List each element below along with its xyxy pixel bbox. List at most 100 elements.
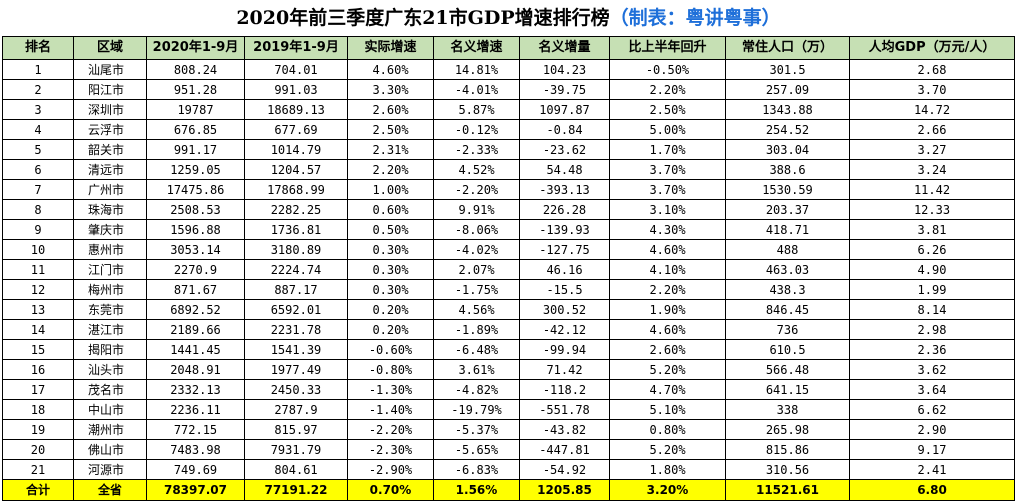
total-region: 全省 (73, 479, 147, 501)
total-nominal-growth: 1.56% (433, 479, 520, 501)
cell-real-growth: 0.30% (347, 279, 434, 300)
header-gdp-per-capita: 人均GDP（万元/人） (849, 36, 1015, 60)
cell-population: 310.56 (725, 459, 850, 480)
table-row: 14 湛江市 2189.66 2231.78 0.20% -1.89% -42.12 4.60… (2, 319, 1015, 340)
cell-rank: 7 (2, 179, 74, 200)
cell-real-growth: -2.30% (347, 439, 434, 460)
cell-nominal-growth: -1.75% (433, 279, 520, 300)
cell-gdp-2020: 749.69 (146, 459, 245, 480)
cell-nominal-increment: -42.12 (519, 319, 610, 340)
cell-rebound: 1.80% (609, 459, 726, 480)
cell-real-growth: -2.90% (347, 459, 434, 480)
cell-region: 汕尾市 (73, 59, 147, 80)
cell-gdp-2019: 804.61 (244, 459, 348, 480)
cell-nominal-increment: -127.75 (519, 239, 610, 260)
cell-region: 深圳市 (73, 99, 147, 120)
cell-gdp-per-capita: 2.90 (849, 419, 1015, 440)
cell-gdp-2019: 1204.57 (244, 159, 348, 180)
total-gdp-2019: 77191.22 (244, 479, 348, 501)
cell-nominal-growth: 5.87% (433, 99, 520, 120)
cell-population: 438.3 (725, 279, 850, 300)
cell-gdp-per-capita: 11.42 (849, 179, 1015, 200)
cell-gdp-2019: 2787.9 (244, 399, 348, 420)
cell-gdp-per-capita: 8.14 (849, 299, 1015, 320)
cell-rebound: 4.60% (609, 239, 726, 260)
cell-population: 463.03 (725, 259, 850, 280)
cell-rank: 21 (2, 459, 74, 480)
cell-gdp-2019: 2282.25 (244, 199, 348, 220)
cell-region: 江门市 (73, 259, 147, 280)
cell-rank: 16 (2, 359, 74, 380)
cell-real-growth: 0.60% (347, 199, 434, 220)
cell-rank: 8 (2, 199, 74, 220)
cell-nominal-increment: -393.13 (519, 179, 610, 200)
header-gdp-2020: 2020年1-9月 (146, 36, 245, 60)
gdp-ranking-table: 排名 区域 2020年1-9月 2019年1-9月 实际增速 名义增速 名义增量… (2, 36, 1015, 501)
cell-gdp-per-capita: 6.26 (849, 239, 1015, 260)
cell-rank: 12 (2, 279, 74, 300)
cell-gdp-2020: 2332.13 (146, 379, 245, 400)
table-row: 12 梅州市 871.67 887.17 0.30% -1.75% -15.5 2.20% 43… (2, 279, 1015, 300)
cell-population: 610.5 (725, 339, 850, 360)
table-row: 13 东莞市 6892.52 6592.01 0.20% 4.56% 300.52 1.90%… (2, 299, 1015, 320)
cell-nominal-increment: 46.16 (519, 259, 610, 280)
cell-rebound: 2.50% (609, 99, 726, 120)
cell-nominal-growth: 3.61% (433, 359, 520, 380)
cell-gdp-2019: 887.17 (244, 279, 348, 300)
cell-nominal-growth: 9.91% (433, 199, 520, 220)
cell-real-growth: -2.20% (347, 419, 434, 440)
cell-nominal-increment: 71.42 (519, 359, 610, 380)
cell-real-growth: 0.20% (347, 319, 434, 340)
cell-rebound: 5.10% (609, 399, 726, 420)
cell-rank: 13 (2, 299, 74, 320)
table-row: 4 云浮市 676.85 677.69 2.50% -0.12% -0.84 5.00% 254… (2, 119, 1015, 140)
header-region: 区域 (73, 36, 147, 60)
cell-rebound: 4.70% (609, 379, 726, 400)
cell-gdp-per-capita: 6.62 (849, 399, 1015, 420)
cell-gdp-per-capita: 9.17 (849, 439, 1015, 460)
cell-region: 梅州市 (73, 279, 147, 300)
cell-population: 641.15 (725, 379, 850, 400)
cell-gdp-per-capita: 3.62 (849, 359, 1015, 380)
cell-gdp-2020: 2048.91 (146, 359, 245, 380)
cell-rank: 9 (2, 219, 74, 240)
cell-gdp-2020: 19787 (146, 99, 245, 120)
cell-gdp-per-capita: 2.41 (849, 459, 1015, 480)
cell-nominal-increment: -99.94 (519, 339, 610, 360)
cell-gdp-2019: 677.69 (244, 119, 348, 140)
total-real-growth: 0.70% (347, 479, 434, 501)
cell-gdp-2020: 1596.88 (146, 219, 245, 240)
header-rebound: 比上半年回升 (609, 36, 726, 60)
cell-rebound: 3.10% (609, 199, 726, 220)
cell-gdp-2020: 17475.86 (146, 179, 245, 200)
cell-gdp-per-capita: 3.81 (849, 219, 1015, 240)
cell-population: 265.98 (725, 419, 850, 440)
table-row: 10 惠州市 3053.14 3180.89 0.30% -4.02% -127.75 4.6… (2, 239, 1015, 260)
cell-nominal-increment: -23.62 (519, 139, 610, 160)
total-rebound: 3.20% (609, 479, 726, 501)
title-source: （制表：粤讲粤事） (609, 7, 781, 29)
cell-rebound: 1.70% (609, 139, 726, 160)
table-row: 19 潮州市 772.15 815.97 -2.20% -5.37% -43.82 0.80%… (2, 419, 1015, 440)
cell-rank: 1 (2, 59, 74, 80)
cell-rank: 4 (2, 119, 74, 140)
cell-rank: 19 (2, 419, 74, 440)
cell-nominal-increment: -54.92 (519, 459, 610, 480)
cell-real-growth: 2.50% (347, 119, 434, 140)
total-label: 合计 (2, 479, 74, 501)
table-row: 7 广州市 17475.86 17868.99 1.00% -2.20% -393.13 3.… (2, 179, 1015, 200)
cell-region: 肇庆市 (73, 219, 147, 240)
cell-gdp-2019: 2231.78 (244, 319, 348, 340)
cell-population: 338 (725, 399, 850, 420)
table-row: 9 肇庆市 1596.88 1736.81 0.50% -8.06% -139.93 4.30… (2, 219, 1015, 240)
cell-rebound: 1.90% (609, 299, 726, 320)
cell-rank: 10 (2, 239, 74, 260)
cell-gdp-2019: 991.03 (244, 79, 348, 100)
table-body: 1 汕尾市 808.24 704.01 4.60% 14.81% 104.23 -0.50% 3… (2, 59, 1015, 480)
cell-rebound: 2.20% (609, 279, 726, 300)
header-population: 常住人口（万） (725, 36, 850, 60)
cell-rank: 6 (2, 159, 74, 180)
cell-nominal-increment: -139.93 (519, 219, 610, 240)
cell-nominal-increment: -43.82 (519, 419, 610, 440)
